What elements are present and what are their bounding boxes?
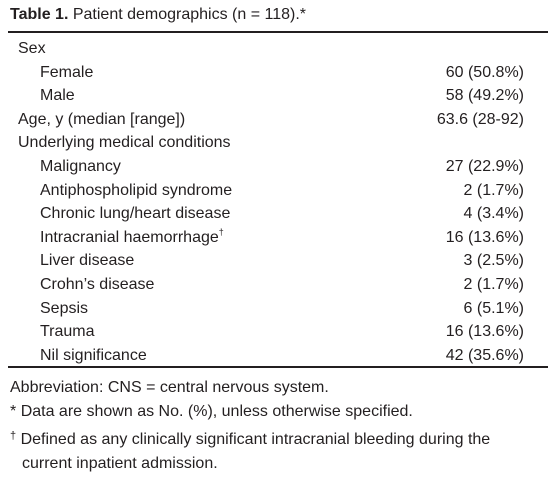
row-label: Liver disease	[40, 249, 134, 273]
table-row: Sex	[8, 37, 548, 61]
row-label: Intracranial haemorrhage†	[40, 226, 224, 250]
row-value: 42 (35.6%)	[445, 346, 524, 364]
table-row: Underlying medical conditions	[8, 131, 548, 155]
row-value: 6 (5.1%)	[463, 299, 524, 317]
table-row: Age, y (median [range]) 63.6 (28-92)	[8, 108, 548, 132]
table-body: Sex Female 60 (50.8%) Male 58 (49.2%) Age, y …	[8, 37, 548, 367]
row-value: 27 (22.9%)	[445, 157, 524, 175]
footnote-text: Abbreviation: CNS = central nervous syst…	[10, 379, 329, 396]
footnote-text: Data are shown as No. (%), unless otherw…	[20, 403, 413, 420]
row-value: 4 (3.4%)	[463, 205, 524, 223]
row-label-text: Sex	[18, 40, 46, 57]
row-value: 16 (13.6%)	[445, 323, 524, 341]
row-label: Sex	[18, 37, 46, 61]
table-caption: Patient demographics (n = 118).*	[72, 6, 307, 23]
table-row: Chronic lung/heart disease 4 (3.4%)	[8, 202, 548, 226]
footnote: † Defined as any clinically significant …	[10, 424, 542, 476]
row-label: Male	[40, 84, 75, 108]
row-label-text: Male	[40, 87, 75, 105]
table-row: Nil significance 42 (35.6%)	[8, 344, 548, 368]
row-label-text: Malignancy	[40, 157, 121, 175]
table-row: Antiphospholipid syndrome 2 (1.7%)	[8, 179, 548, 203]
row-label-text: Chronic lung/heart disease	[40, 205, 231, 223]
row-label: Malignancy	[40, 155, 121, 179]
row-value: 2 (1.7%)	[463, 275, 524, 293]
footnote-mark: *	[10, 403, 17, 420]
table-title: Table 1. Patient demographics (n = 118).…	[10, 4, 306, 26]
bottom-rule	[8, 366, 548, 368]
table-row: Intracranial haemorrhage† 16 (13.6%)	[8, 226, 548, 250]
row-label-text: Sepsis	[40, 299, 89, 317]
footnote-mark: †	[10, 430, 17, 442]
row-value: 58 (49.2%)	[445, 87, 524, 105]
table-row: Male 58 (49.2%)	[8, 84, 548, 108]
footnote: Abbreviation: CNS = central nervous syst…	[10, 376, 542, 400]
row-label: Crohn’s disease	[40, 273, 154, 297]
row-label: Trauma	[40, 320, 95, 344]
row-label-text: Underlying medical conditions	[18, 134, 231, 152]
row-label-text: Trauma	[40, 323, 95, 341]
row-label-text: Nil significance	[40, 346, 147, 364]
row-value: 3 (2.5%)	[463, 252, 524, 270]
footnote-text: Defined as any clinically significant in…	[20, 431, 491, 472]
row-label-text: Age, y (median [range])	[18, 110, 186, 128]
footnote-mark: †	[218, 226, 224, 237]
row-value: 16 (13.6%)	[445, 228, 524, 246]
row-label-text: Intracranial haemorrhage	[40, 228, 219, 246]
table-row: Malignancy 27 (22.9%)	[8, 155, 548, 179]
row-label-text: Antiphospholipid syndrome	[40, 181, 233, 199]
table-row: Sepsis 6 (5.1%)	[8, 297, 548, 321]
row-label-text: Liver disease	[40, 252, 135, 270]
footnote: * Data are shown as No. (%), unless othe…	[10, 400, 542, 424]
table-row: Crohn’s disease 2 (1.7%)	[8, 273, 548, 297]
row-label-text: Crohn’s disease	[40, 275, 155, 293]
table-row: Female 60 (50.8%)	[8, 61, 548, 85]
row-value: 60 (50.8%)	[445, 63, 524, 81]
row-value: 2 (1.7%)	[463, 181, 524, 199]
table-row: Trauma 16 (13.6%)	[8, 320, 548, 344]
row-label: Nil significance	[40, 344, 147, 368]
table-number: Table 1.	[10, 6, 69, 23]
row-label: Sepsis	[40, 297, 88, 321]
footnotes: Abbreviation: CNS = central nervous syst…	[10, 376, 542, 476]
row-label-text: Female	[40, 63, 94, 81]
table-row: Liver disease 3 (2.5%)	[8, 249, 548, 273]
row-label: Underlying medical conditions	[18, 131, 231, 155]
row-value: 63.6 (28-92)	[436, 110, 524, 128]
row-label: Female	[40, 61, 93, 85]
row-label: Chronic lung/heart disease	[40, 202, 230, 226]
row-label: Antiphospholipid syndrome	[40, 179, 232, 203]
top-rule	[8, 31, 548, 33]
row-label: Age, y (median [range])	[18, 108, 185, 132]
